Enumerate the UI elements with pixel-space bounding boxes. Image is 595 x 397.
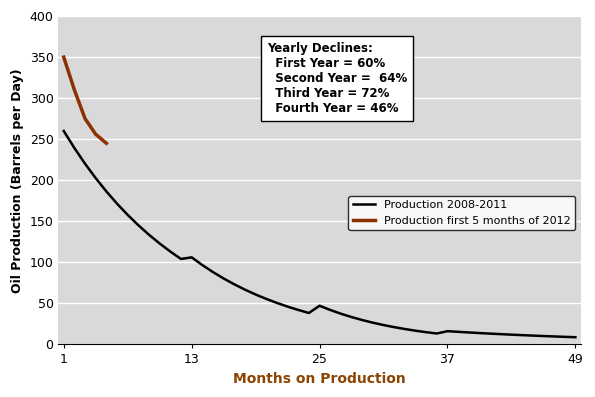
Text: Yearly Declines:
  First Year = 60%
  Second Year =  64%
  Third Year = 72%
  Fo: Yearly Declines: First Year = 60% Second…	[267, 42, 408, 116]
X-axis label: Months on Production: Months on Production	[233, 372, 406, 386]
Y-axis label: Oil Production (Barrels per Day): Oil Production (Barrels per Day)	[11, 68, 24, 293]
Legend: Production 2008-2011, Production first 5 months of 2012: Production 2008-2011, Production first 5…	[349, 196, 575, 230]
